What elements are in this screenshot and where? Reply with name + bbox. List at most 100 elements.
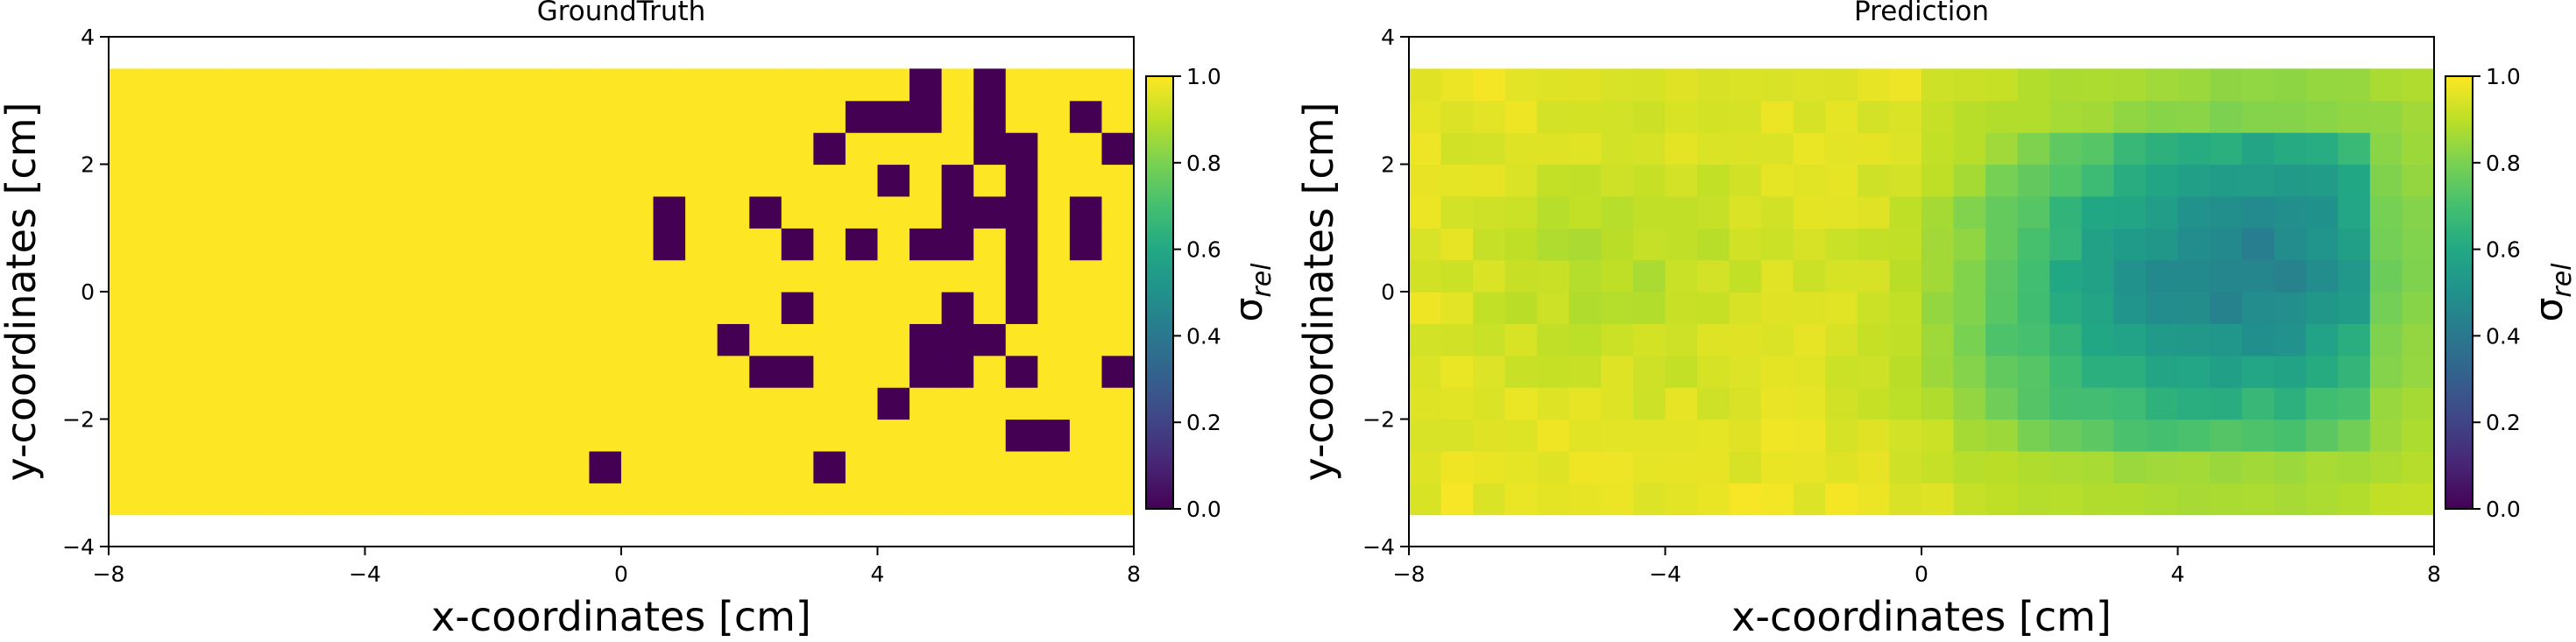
heatmap-cell [877,419,910,452]
heatmap-cell [1921,450,1955,483]
heatmap-cell [685,292,718,324]
heatmap-cell [1985,419,2019,452]
heatmap-cell [2017,483,2050,516]
heatmap-cell [1037,68,1071,102]
heatmap-cell [1069,68,1103,102]
chart-title-prediction: Prediction [1854,0,1989,27]
heatmap-cell [2049,387,2083,420]
heatmap-cell [2017,355,2050,388]
heatmap-cell [1632,483,1667,516]
heatmap-cell [2369,323,2403,356]
heatmap-cell [621,387,655,420]
heatmap-cell [2210,450,2243,483]
heatmap-cell [364,419,398,452]
heatmap-cell [621,292,655,324]
heatmap-cell [1665,419,1698,452]
heatmap-cell [589,68,622,102]
heatmap-cell [2274,164,2307,197]
heatmap-cell [364,132,398,166]
heatmap-cell [492,323,526,356]
x-axis-prediction: −8 −4 0 4 8 [1393,547,2441,587]
heatmap-cell [1601,292,1634,324]
heatmap-cell [653,387,686,420]
heatmap-cell [1568,355,1602,388]
heatmap-cell [877,228,910,261]
heatmap-cell [268,292,301,324]
heatmap-cell [749,164,782,197]
heatmap-cell [364,164,398,197]
heatmap-cell [749,195,782,229]
heatmap-cell [1069,387,1103,420]
heatmap-cell [332,387,366,420]
heatmap-cell [2113,164,2147,197]
y-tick-label: 2 [1381,152,1395,178]
heatmap-cell [1601,164,1634,197]
heatmap-cell [2145,228,2179,261]
heatmap-cell [1632,195,1667,229]
heatmap-cell [492,483,526,516]
heatmap-cell [2017,323,2050,356]
heatmap-cell [1037,292,1071,324]
heatmap-cell [2305,292,2339,324]
heatmap-cell [1793,387,1826,420]
heatmap-cell [332,355,366,388]
heatmap-cell [1568,100,1602,133]
heatmap-cell [2274,387,2307,420]
heatmap-cell [941,323,974,356]
heatmap-cell [2305,419,2339,452]
heatmap-cell [2369,100,2403,133]
heatmap-cell [1473,100,1506,133]
heatmap-cell [2369,483,2403,516]
heatmap-cell [2017,132,2050,166]
heatmap-cell [237,259,270,293]
heatmap-cell [2338,387,2371,420]
heatmap-cell [973,100,1007,133]
heatmap-cell [1037,228,1071,261]
heatmap-cell [109,355,142,388]
heatmap-cell [237,292,270,324]
heatmap-cell [492,100,526,133]
heatmap-cell [1440,68,1474,102]
heatmap-cell [204,164,237,197]
heatmap-cell [525,228,558,261]
heatmap-cell [1005,292,1038,324]
heatmap-cell [909,292,943,324]
heatmap-cell [1504,228,1538,261]
heatmap-cell [1037,419,1071,452]
heatmap-cell [1069,228,1103,261]
heatmap-cell [1857,355,1891,388]
heatmap-cell [525,323,558,356]
heatmap-cell [461,228,494,261]
y-tick-label: −2 [1362,407,1395,433]
heatmap-cell [2402,195,2435,229]
heatmap-cell [1985,195,2019,229]
heatmap-cell [1504,195,1538,229]
heatmap-cell [1601,68,1634,102]
heatmap-cell [237,164,270,197]
heatmap-cell [1473,355,1506,388]
heatmap-cell [2305,483,2339,516]
heatmap-cell [1857,132,1891,166]
heatmap-cell [1985,355,2019,388]
heatmap-cell [2402,164,2435,197]
heatmap-cell [1793,355,1826,388]
heatmap-cell [1504,100,1538,133]
heatmap-cell [813,387,846,420]
heatmap-cell [2305,132,2339,166]
heatmap-cell [364,259,398,293]
heatmap-cell [397,132,430,166]
heatmap-cell [1889,292,1922,324]
heatmap-cell [749,68,782,102]
heatmap-cell [1537,483,1570,516]
heatmap-cell [2338,259,2371,293]
heatmap-cell [2274,132,2307,166]
heatmap-cell [1005,419,1038,452]
heatmap-cell [2177,68,2211,102]
heatmap-cell [2081,292,2114,324]
heatmap-cell [1409,419,1442,452]
heatmap-cell [1568,132,1602,166]
y-tick-label: 2 [81,152,95,178]
colorbar-tick-label: 0.4 [2486,323,2521,349]
heatmap-cell [140,419,173,452]
heatmap-cell [2081,228,2114,261]
